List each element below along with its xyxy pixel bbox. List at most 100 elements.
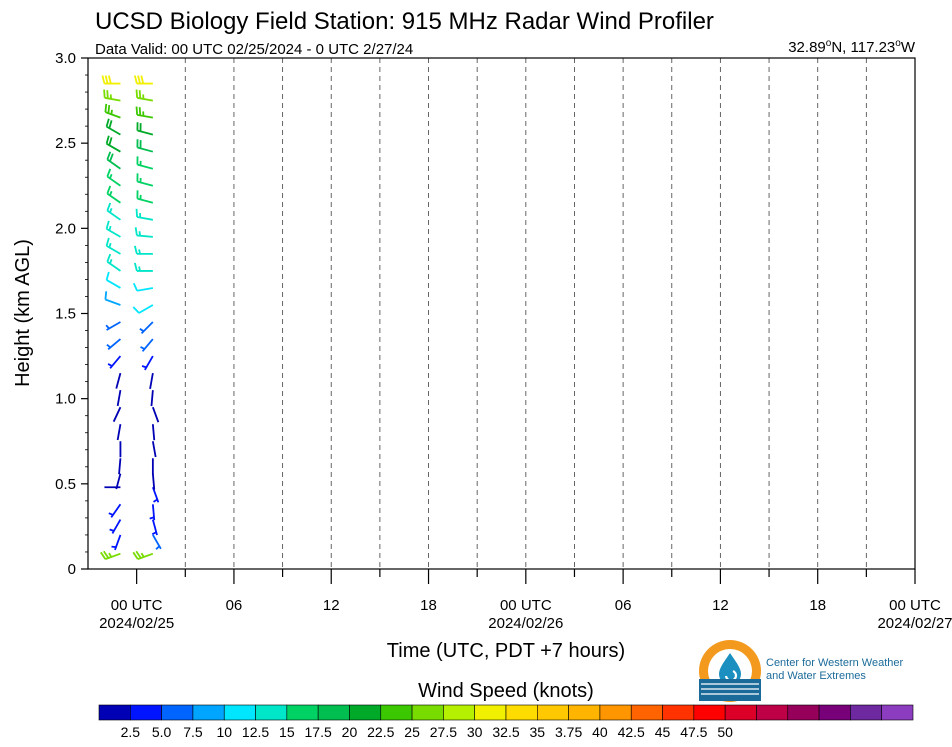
barb-flag — [135, 550, 142, 559]
wind-barb — [132, 550, 154, 560]
y-tick-label: 1.0 — [55, 391, 76, 408]
colorbar-swatch — [756, 704, 789, 721]
barb-flag — [101, 75, 106, 84]
barb-half-flag — [109, 207, 113, 213]
y-tick-label: 2.5 — [55, 135, 76, 152]
colorbar-label: 15 — [279, 724, 295, 740]
barb-flag — [105, 220, 110, 230]
x-tick-label: 00 UTC — [889, 597, 941, 614]
wind-barb — [152, 406, 160, 423]
colorbar-swatch — [130, 704, 162, 721]
colorbar-swatch — [568, 704, 601, 721]
barb-half-flag — [109, 173, 113, 179]
barb-half-flag — [110, 109, 113, 115]
barb-flag — [138, 90, 142, 99]
barb-half-flag — [111, 545, 117, 549]
barb-half-flag — [109, 259, 113, 264]
y-tick-label: 3.0 — [55, 50, 76, 67]
colorbar-swatch — [474, 704, 507, 721]
wind-barb — [106, 253, 121, 272]
barb-flag — [106, 151, 112, 160]
y-tick-label: 2.0 — [55, 220, 76, 237]
wind-barb — [136, 139, 154, 153]
wind-barb — [105, 118, 121, 136]
barb-flag — [133, 262, 138, 272]
barb-flag — [135, 106, 139, 115]
barb-flag — [100, 551, 107, 560]
wind-barb — [141, 355, 154, 371]
wind-barb — [134, 227, 153, 238]
colorbar-swatch — [411, 704, 444, 721]
wind-barb — [149, 504, 156, 521]
wind-barb — [132, 282, 154, 292]
barb-half-flag — [108, 512, 114, 516]
barb-flag — [105, 237, 110, 247]
wind-barb — [136, 156, 154, 170]
barb-flag — [104, 75, 109, 84]
y-axis-label: Height (km AGL) — [12, 239, 34, 387]
wind-barb — [152, 486, 160, 503]
colorbar-label: 7.5 — [183, 724, 203, 740]
barb-flag — [132, 306, 140, 314]
wind-barb — [103, 89, 121, 102]
colorbar-title: Wind Speed (knots) — [418, 680, 594, 702]
colorbar-swatch — [850, 704, 882, 721]
wind-barb — [116, 424, 122, 441]
barb-half-flag — [109, 528, 115, 532]
logo-waves — [699, 679, 761, 701]
colorbar-swatch — [630, 704, 663, 721]
colorbar-label: 35 — [530, 724, 546, 740]
colorbar-label: 47.5 — [680, 724, 707, 740]
colorbar-swatch — [662, 704, 695, 721]
barb-staff — [115, 372, 122, 389]
y-axis: 0 0.5 1.0 1.5 2.0 2.5 3.0 — [55, 50, 88, 578]
colorbar-label: 42.5 — [618, 724, 645, 740]
wind-barb — [109, 519, 122, 534]
colorbar-label: 10 — [216, 724, 232, 740]
barb-staff — [138, 304, 154, 314]
wind-barb — [106, 168, 121, 187]
colorbar-label: 25 — [404, 724, 420, 740]
x-tick-label: 06 — [226, 597, 243, 614]
colorbar-label: 12.5 — [242, 724, 269, 740]
wind-barb — [108, 503, 122, 518]
colorbar-swatch — [255, 704, 288, 721]
wind-barb — [115, 372, 122, 389]
wind-barb — [111, 534, 122, 551]
colorbar-label: 3.75 — [555, 724, 582, 740]
x-tick-label: 12 — [712, 597, 729, 614]
barb-half-flag — [151, 531, 157, 536]
wind-barb — [151, 473, 156, 490]
barb-flag — [105, 118, 110, 127]
colorbar-swatch — [693, 704, 726, 721]
barb-flag — [104, 103, 108, 113]
colorbar-label: 32.5 — [492, 724, 519, 740]
barb-staff — [105, 298, 121, 306]
barb-half-flag — [138, 266, 141, 272]
logo-text-line1: Center for Western Weather — [766, 657, 903, 669]
wind-barb — [106, 151, 121, 170]
wind-barb — [105, 321, 121, 331]
barb-half-flag — [140, 346, 145, 350]
barb-half-flag — [108, 552, 113, 558]
wind-barb — [118, 458, 122, 475]
wind-barb — [149, 372, 154, 390]
colorbar-swatch — [192, 704, 225, 721]
barb-flag — [133, 245, 138, 255]
colorbar: 2.5 5.0 7.5 10 12.5 15 17.5 20 22.5 25 27.5 30 32.5 3… — [98, 704, 914, 740]
wind-barb — [135, 208, 154, 221]
wind-barb — [150, 390, 154, 407]
y-tick-label: 0.5 — [55, 476, 76, 493]
wind-barb — [106, 338, 122, 351]
colorbar-label: 22.5 — [367, 724, 394, 740]
barb-staff — [152, 406, 160, 423]
wind-barb — [115, 473, 122, 490]
barb-flag — [109, 153, 114, 162]
station-location: 32.89oN, 117.23oW — [788, 38, 916, 56]
barb-half-flag — [105, 324, 110, 330]
wind-barb — [135, 89, 154, 102]
barb-half-flag — [141, 365, 147, 369]
colorbar-swatch — [724, 704, 757, 721]
wind-barb — [151, 519, 158, 536]
colorbar-label: 27.5 — [430, 724, 457, 740]
